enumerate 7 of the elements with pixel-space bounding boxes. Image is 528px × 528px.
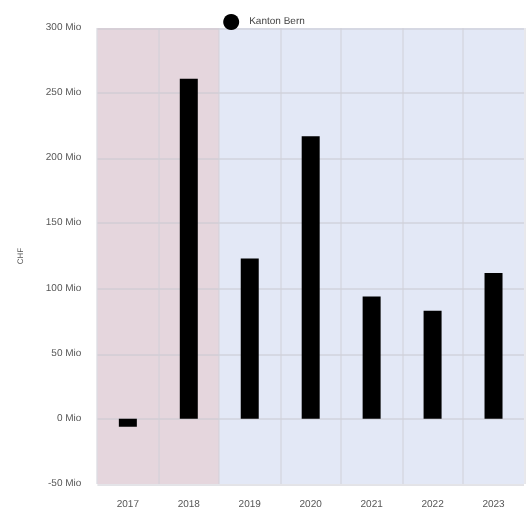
bar [240, 258, 259, 419]
bar [362, 296, 381, 419]
bar [301, 136, 320, 419]
bar [423, 310, 442, 419]
bar [179, 78, 198, 419]
bar [118, 418, 137, 427]
bar [484, 272, 503, 419]
